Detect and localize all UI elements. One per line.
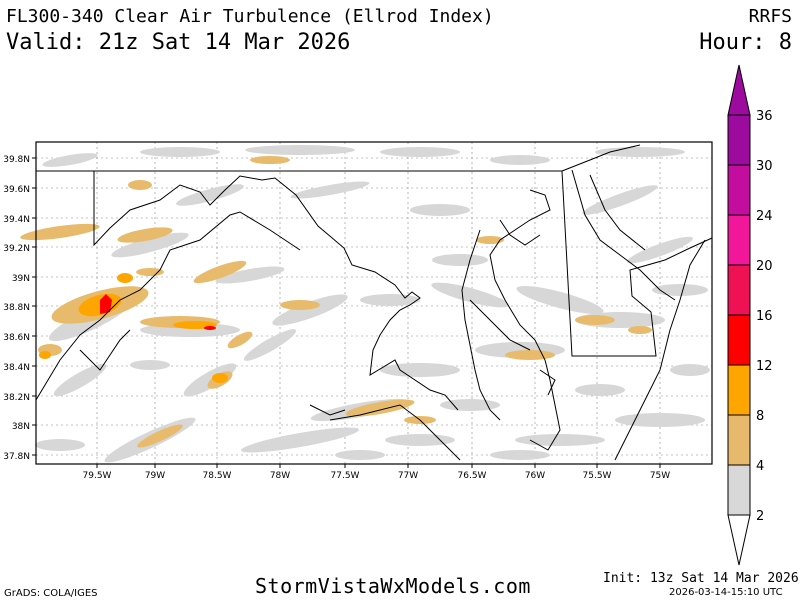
lat-label: 38.4N: [3, 363, 30, 373]
longitude-labels: 79.5W 79W 78.5W 78W 77.5W 77W 76.5W 76W 75.5W 75W: [83, 471, 671, 481]
lat-label: 39.2N: [3, 244, 30, 254]
lon-label: 78W: [270, 471, 290, 481]
lon-label: 76W: [525, 471, 545, 481]
colorbar-label: 24: [756, 209, 773, 224]
lat-label: 37.8N: [3, 452, 30, 462]
colorbar-label: 20: [756, 259, 773, 274]
colorbar-segment: [727, 264, 751, 316]
timestamp: 2026-03-14-15:10 UTC: [669, 587, 783, 598]
colorbar-label: 30: [756, 159, 773, 174]
colorbar-segment: [727, 164, 751, 216]
lat-label: 38.2N: [3, 393, 30, 403]
colorbar-segment: [727, 314, 751, 366]
lon-label: 75W: [650, 471, 670, 481]
valid-time: Valid: 21z Sat 14 Mar 2026: [6, 30, 351, 55]
map-frame: [35, 141, 713, 465]
lat-label: 38.8N: [3, 303, 30, 313]
lon-label: 78.5W: [203, 471, 232, 481]
lon-label: 77W: [398, 471, 418, 481]
init-time: Init: 13z Sat 14 Mar 2026: [603, 571, 799, 586]
lat-label: 39N: [12, 274, 30, 284]
colorbar-segment: [727, 414, 751, 466]
colorbar-segment: [727, 364, 751, 416]
colorbar-segment: [727, 464, 751, 516]
turbulence-contours: [20, 145, 710, 463]
colorbar-label: 4: [756, 459, 764, 474]
colorbar-segment: [727, 114, 751, 166]
model-name: RRFS: [748, 6, 792, 27]
colorbar-segment: [727, 214, 751, 266]
lat-label: 39.4N: [3, 215, 30, 225]
colorbar-label: 12: [756, 359, 773, 374]
lat-label: 39.8N: [3, 155, 30, 165]
forecast-hour: Hour: 8: [699, 30, 792, 55]
site-name: StormVistaWxModels.com: [255, 574, 531, 598]
lon-label: 79W: [145, 471, 165, 481]
lon-label: 75.5W: [583, 471, 612, 481]
colorbar-bottom: [727, 514, 751, 566]
colorbar-top: [727, 64, 751, 116]
colorbar-label: 16: [756, 309, 773, 324]
state-borders: [35, 144, 713, 461]
colorbar-label: 36: [756, 109, 773, 124]
lon-label: 76.5W: [458, 471, 487, 481]
lat-label: 39.6N: [3, 185, 30, 195]
lat-label: 38.6N: [3, 333, 30, 343]
lat-label: 38N: [12, 422, 30, 432]
lon-label: 79.5W: [83, 471, 112, 481]
latitude-labels: 39.8N 39.6N 39.4N 39.2N 39N 38.8N 38.6N 38.4N 38…: [3, 155, 30, 462]
lon-label: 77.5W: [331, 471, 360, 481]
map-title: FL300-340 Clear Air Turbulence (Ellrod I…: [6, 6, 494, 27]
grads-credit: GrADS: COLA/IGES: [4, 588, 98, 599]
colorbar-label: 8: [756, 409, 764, 424]
colorbar-label: 2: [756, 509, 764, 524]
